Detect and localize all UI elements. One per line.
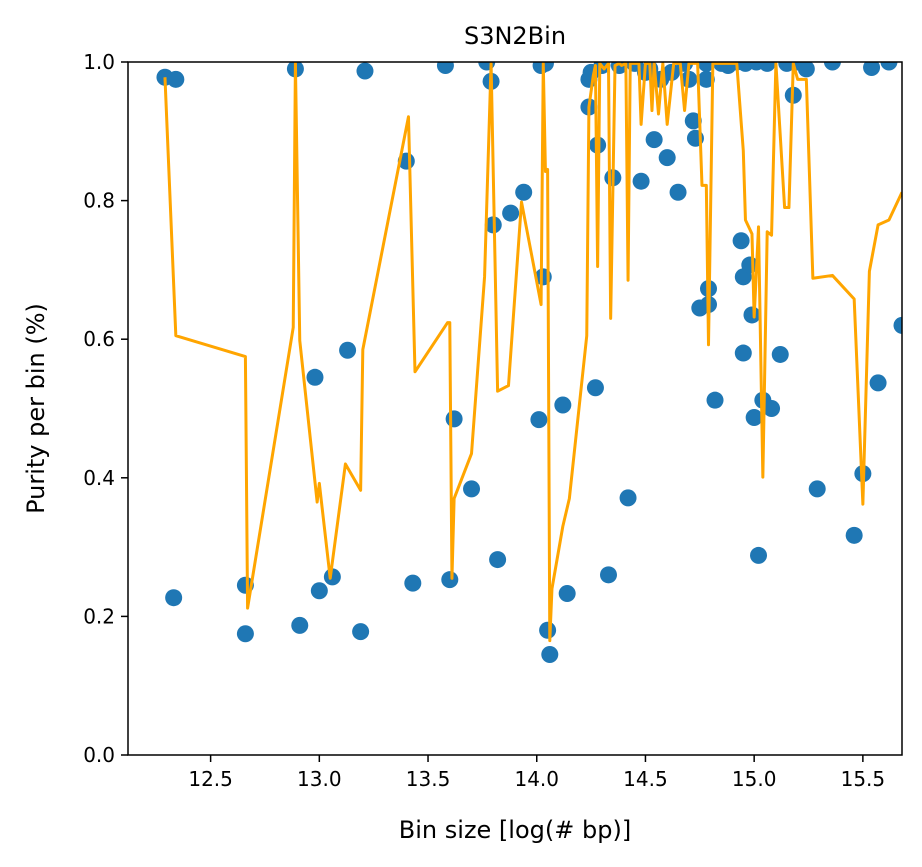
scatter-point [441,571,459,589]
y-tick-label: 0.4 [83,466,115,490]
x-tick-label: 13.5 [406,767,451,791]
scatter-point [745,409,763,427]
scatter-point [306,368,324,386]
scatter-point [684,112,702,130]
scatter-point [436,62,454,74]
chart-title: S3N2Bin [464,22,566,50]
trend-line [163,62,902,643]
x-tick-label: 14.5 [623,767,668,791]
scatter-point [706,391,724,409]
y-axis: 0.0 0.2 0.4 0.6 0.8 1.0 [83,50,128,767]
scatter-point [236,625,254,643]
scatter-point [165,589,183,607]
scatter-point [797,62,815,78]
scatter-point [763,400,781,417]
scatter-point [515,183,533,201]
scatter-point [771,345,789,363]
scatter-point [669,183,687,201]
scatter-point [845,526,863,544]
scatter-point [586,379,604,397]
scatter-point [404,574,422,592]
scatter-point [539,621,557,639]
scatter-point [356,62,374,80]
scatter-point [167,70,185,88]
y-tick-label: 0.0 [83,743,115,767]
scatter-point [489,551,507,569]
x-tick-label: 13.0 [297,767,342,791]
scatter-point [463,480,481,498]
x-tick-label: 15.5 [841,767,886,791]
scatter-point [632,172,650,190]
x-tick-label: 14.0 [514,767,559,791]
scatter-point [502,204,520,222]
y-tick-label: 1.0 [83,50,115,74]
scatter-point [743,306,761,324]
x-tick-label: 15.0 [732,767,777,791]
y-tick-label: 0.6 [83,327,115,351]
y-tick-label: 0.2 [83,604,115,628]
scatter-point [734,344,752,362]
x-axis: 12.5 13.0 13.5 14.0 14.5 15.0 15.5 [188,755,885,791]
scatter-point [541,646,559,664]
scatter-point [599,566,617,584]
scatter-point [645,131,663,149]
scatter-point [310,582,328,600]
scatter-point [445,410,463,428]
scatter-point [352,623,370,641]
plot-area [156,62,902,664]
scatter-point [863,62,881,77]
scatter-point [558,585,576,603]
y-tick-label: 0.8 [83,189,115,213]
x-axis-title: Bin size [log(# bp)] [399,816,631,844]
scatter-point [658,149,676,167]
scatter-point [869,374,887,392]
scatter-point [554,396,572,414]
scatter-point [808,480,826,498]
scatter-series [156,62,902,664]
scatter-point [697,62,715,72]
scatter-point [750,546,768,564]
x-tick-label: 12.5 [188,767,233,791]
scatter-point [758,62,776,72]
scatter-point [291,616,309,634]
scatter-point [697,70,715,88]
scatter-point [732,232,750,250]
y-axis-title: Purity per bin (%) [22,303,50,514]
scatter-point [823,62,841,71]
scatter-point [530,411,548,429]
scatter-point [339,341,357,359]
scatter-point [619,489,637,507]
plot-frame [127,61,903,756]
scatter-point [893,316,902,334]
scatter-point [536,62,554,72]
scatter-point [880,62,898,71]
